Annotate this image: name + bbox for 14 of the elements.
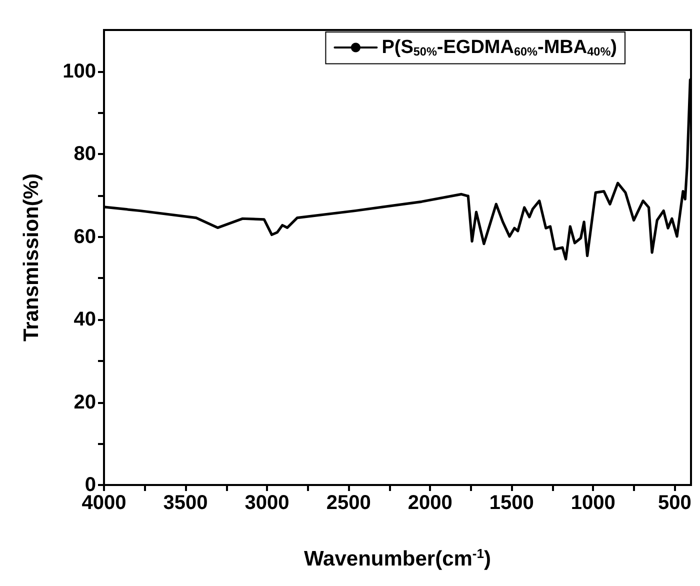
y-tick-label: 60 — [74, 226, 96, 248]
x-tick-label: 3500 — [163, 492, 208, 514]
y-tick-label: 80 — [74, 143, 96, 166]
x-tick-label: 1500 — [489, 492, 534, 514]
legend-label: P(S50%-EGDMA60%-MBA40%) — [382, 37, 617, 58]
y-tick-label: 100 — [62, 60, 96, 82]
x-tick-label: 500 — [658, 492, 692, 514]
y-tick-label: 40 — [74, 308, 96, 331]
y-axis-title: Transmission(%) — [20, 173, 43, 342]
x-tick-label: 2000 — [408, 492, 452, 514]
x-tick-label: 3000 — [244, 492, 290, 514]
x-tick-label: 1000 — [570, 492, 616, 514]
y-tick-label: 20 — [74, 391, 96, 414]
x-tick-label: 2500 — [326, 492, 371, 514]
